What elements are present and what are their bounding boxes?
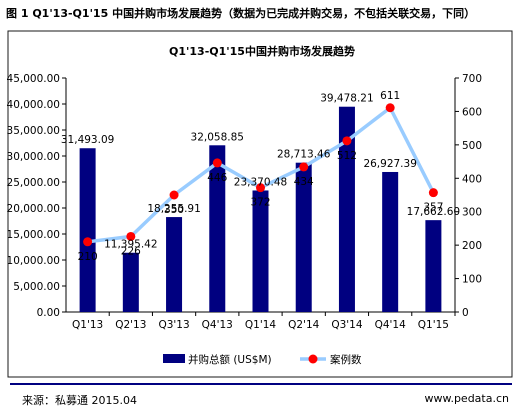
count-label: 372 [250, 197, 270, 209]
line-point [212, 158, 222, 168]
line-point [342, 136, 352, 146]
count-label: 210 [78, 251, 98, 263]
y-right-tick-label: 600 [462, 106, 482, 118]
website-label: www.pedata.cn [424, 392, 509, 405]
y-right-tick-label: 200 [462, 240, 482, 252]
line-point [256, 183, 265, 193]
y-right-tick-label: 100 [462, 274, 482, 286]
line-point [126, 231, 136, 241]
x-tick-label: Q4'13 [202, 319, 233, 331]
y-left-tick-label: 35,000.00 [7, 125, 60, 137]
legend-bar-label: 并购总额 (US$M) [188, 353, 272, 366]
legend-line-marker [308, 354, 318, 364]
y-left-tick-label: 45,000.00 [7, 73, 60, 85]
y-right-tick-label: 400 [462, 173, 482, 185]
bar-value-label: 31,493.09 [61, 134, 114, 146]
bar-value-label: 26,927.39 [363, 158, 416, 170]
bar-value-label: 39,478.21 [320, 93, 373, 105]
count-label: 512 [337, 150, 357, 162]
bar-value-label: 23,370.48 [234, 176, 287, 188]
source-note: 来源：私募通 2015.04 [22, 394, 137, 407]
count-label: 611 [380, 90, 400, 102]
x-tick-label: Q2'14 [288, 319, 320, 331]
count-label: 357 [423, 202, 443, 214]
bar-value-label: 18,255.91 [147, 203, 200, 215]
bar [295, 162, 312, 312]
y-left-tick-label: 10,000.00 [7, 255, 60, 267]
bar [79, 148, 96, 312]
line-point [169, 190, 179, 200]
y-right-tick-label: 0 [462, 307, 469, 319]
y-left-tick-label: 5,000.00 [13, 281, 60, 293]
x-tick-label: Q1'13 [72, 319, 103, 331]
bar-value-label: 28,713.46 [277, 149, 331, 161]
bar-value-label: 11,395.42 [104, 239, 157, 251]
legend-bar-swatch [163, 354, 185, 363]
x-tick-label: Q1'15 [418, 319, 449, 331]
line-point [299, 162, 309, 172]
bar [166, 217, 183, 312]
line-point [385, 103, 395, 113]
legend-line-label: 案例数 [330, 353, 362, 366]
bar-value-label: 17,662.60 [407, 206, 460, 218]
count-label: 350 [164, 204, 184, 216]
chart-frame [7, 30, 513, 378]
bar [382, 171, 399, 312]
figure-caption: 图 1 Q1'13-Q1'15 中国并购市场发展趋势（数据为已完成并购交易，不包… [6, 7, 476, 20]
bar [122, 252, 139, 312]
count-label: 434 [294, 176, 314, 188]
count-label: 446 [207, 172, 227, 184]
bar [425, 220, 442, 312]
x-tick-label: Q2'13 [115, 319, 146, 331]
y-left-tick-label: 20,000.00 [7, 203, 60, 215]
bar [252, 190, 269, 312]
y-right-tick-label: 500 [462, 140, 482, 152]
plot-area: 0.00 5,000.00 10,000.00 15,000.00 20,000.00 2… [7, 73, 483, 331]
y-left-tick-label: 15,000.00 [7, 229, 60, 241]
bar [338, 106, 355, 312]
x-tick-label: Q1'14 [245, 319, 277, 331]
y-left-tick-label: 25,000.00 [7, 177, 60, 189]
chart-title: Q1'13-Q1'15中国并购市场发展趋势 [169, 44, 355, 58]
bar-value-label: 32,058.85 [191, 131, 244, 143]
x-tick-label: Q3'13 [158, 319, 189, 331]
line-point [428, 188, 438, 198]
legend: 并购总额 (US$M) 案例数 [163, 353, 362, 366]
y-left-tick-label: 40,000.00 [7, 99, 60, 111]
bar [209, 145, 226, 312]
x-tick-label: Q4'14 [375, 319, 407, 331]
y-left-tick-label: 30,000.00 [7, 151, 60, 163]
line-point [83, 237, 93, 247]
count-label: 226 [121, 245, 141, 257]
y-right-tick-label: 700 [462, 73, 482, 85]
y-right-tick-label: 300 [462, 207, 482, 219]
x-tick-label: Q3'14 [331, 319, 363, 331]
y-left-tick-label: 0.00 [37, 307, 60, 319]
